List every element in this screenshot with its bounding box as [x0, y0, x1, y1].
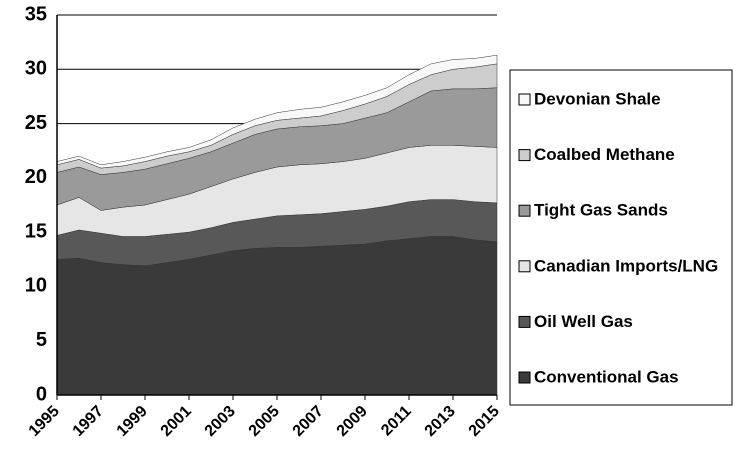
y-tick-label: 15	[25, 220, 47, 242]
area	[56, 54, 498, 169]
x-tick-label: 2011	[378, 403, 415, 440]
x-tick-label: 2013	[422, 403, 459, 440]
x-tick-label: 1995	[26, 403, 63, 440]
x-tick-label: 2007	[290, 403, 327, 440]
legend-swatch	[518, 204, 531, 217]
y-tick-label: 25	[25, 112, 47, 134]
legend-swatch	[518, 93, 531, 106]
legend-box	[509, 69, 733, 406]
x-tick-label: 2005	[246, 403, 283, 440]
legend-swatch	[518, 371, 531, 384]
x-tick-label: 2009	[334, 403, 371, 440]
y-tick-label: 30	[25, 58, 47, 80]
legend-label: Coalbed Methane	[534, 145, 675, 164]
x-tick-label: 1997	[70, 403, 107, 440]
y-tick-label: 5	[36, 329, 47, 351]
x-tick-label: 2003	[202, 403, 239, 440]
x-tick-label: 1999	[114, 403, 151, 440]
legend-label: Oil Well Gas	[534, 312, 633, 331]
legend-label: Conventional Gas	[534, 367, 679, 386]
legend-label: Canadian Imports/LNG	[534, 256, 718, 275]
x-tick-label: 2015	[466, 403, 503, 440]
legend-label: Tight Gas Sands	[534, 201, 668, 220]
legend-swatch	[518, 149, 531, 162]
legend-swatch	[518, 260, 531, 273]
x-tick-label: 2001	[158, 403, 195, 440]
y-tick-label: 0	[36, 383, 47, 405]
legend-swatch	[518, 315, 531, 328]
y-tick-label: 35	[25, 3, 47, 25]
y-tick-label: 20	[25, 166, 47, 188]
legend-label: Devonian Shale	[534, 89, 661, 108]
y-tick-label: 10	[25, 275, 47, 297]
